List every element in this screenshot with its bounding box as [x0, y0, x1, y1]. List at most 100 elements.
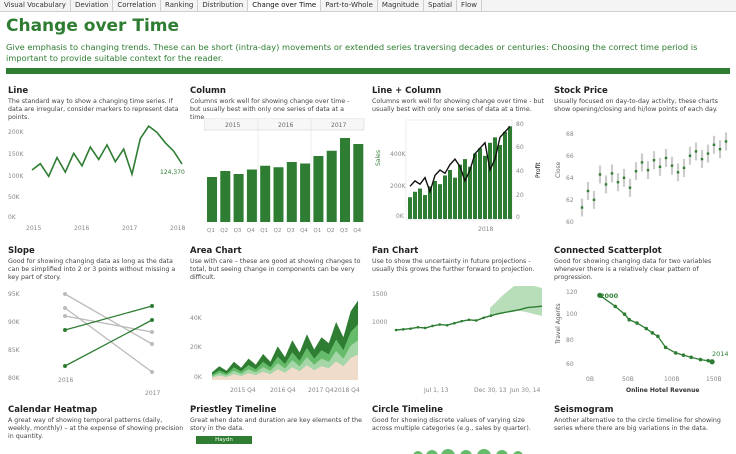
slope-chart: 95K 90K 85K 80K 2016 2017	[8, 291, 160, 397]
candle-close	[706, 152, 710, 155]
y-tick: 150K	[8, 151, 24, 158]
tab-spatial[interactable]: Spatial	[424, 0, 458, 11]
card-title: Fan Chart	[372, 246, 419, 256]
candle-close	[592, 198, 596, 201]
x-axis-label: Online Hotel Revenue	[626, 387, 699, 394]
connected-scatterplot: Travel Agents 120 100 80 60 2000 2014 0B…	[555, 289, 729, 394]
card-description: Use to show the uncertainty in future pr…	[372, 258, 535, 273]
tab-magnitude[interactable]: Magnitude	[378, 0, 424, 11]
end-value-label: 124,370	[160, 169, 185, 176]
scatter-point	[709, 359, 715, 365]
y-tick: 66	[566, 153, 574, 160]
slope-line	[64, 305, 153, 331]
tab-change-over-time[interactable]: Change over Time	[248, 0, 322, 11]
tab-deviation[interactable]: Deviation	[71, 0, 114, 11]
y-axis-label: Travel Agents	[555, 303, 562, 345]
right-tick: 20	[516, 192, 524, 199]
scatter-point	[644, 326, 649, 331]
y-tick: 50K	[8, 194, 21, 201]
year-label: 2016	[278, 122, 293, 129]
timeline-circle	[513, 451, 523, 454]
year-label: 2017	[331, 122, 346, 129]
quarter-label: Q4	[353, 228, 361, 234]
tab-correlation[interactable]: Correlation	[113, 0, 162, 11]
y-tick: 120	[566, 289, 578, 296]
column-bar	[246, 169, 257, 222]
card-description: Columns work well for showing change ove…	[190, 98, 350, 121]
card-title: Line	[8, 86, 29, 96]
column-bar	[207, 177, 217, 222]
tab-ranking[interactable]: Ranking	[161, 0, 199, 11]
right-tick: 80	[516, 121, 524, 128]
sales-bar	[443, 175, 447, 219]
card-description: Another alternative to the circle timeli…	[554, 417, 721, 432]
card-title: Stock Price	[554, 86, 608, 96]
scatter-point	[689, 355, 693, 360]
x-tick: 2017 Q4	[308, 387, 334, 394]
card-description: Good for showing changing data for two v…	[554, 258, 712, 281]
scatter-point	[663, 345, 668, 350]
tab-flow[interactable]: Flow	[457, 0, 483, 11]
x-tick: 150B	[706, 376, 722, 383]
candle-close	[622, 176, 626, 179]
column-bar	[340, 138, 350, 222]
line-column-chart: Sales 400K 200K 0K 80 60 40 20 0 Profit …	[375, 119, 542, 233]
column-bar	[233, 174, 244, 222]
fan-point	[394, 328, 398, 332]
candle-close	[616, 181, 620, 184]
tab-visual-vocabulary[interactable]: Visual Vocabulary	[0, 0, 71, 11]
card-title: Circle Timeline	[372, 405, 443, 415]
card-circle-timeline: Circle Timeline Good for showing discret…	[372, 405, 546, 433]
candle-close	[670, 164, 674, 167]
y-tick: 0K	[396, 213, 405, 220]
sales-bar	[483, 155, 487, 219]
year-header	[204, 118, 365, 131]
y-tick: 1500	[372, 291, 387, 298]
card-title: Column	[190, 86, 226, 96]
card-title: Line + Column	[372, 86, 442, 96]
timeline-circle	[426, 450, 438, 454]
profit-line	[409, 125, 511, 195]
card-description: Usually focused on day-to-day activity, …	[554, 98, 718, 113]
quarter-label: Q3	[234, 228, 242, 234]
tab-part-to-whole[interactable]: Part-to-Whole	[321, 0, 378, 11]
y-tick: 200K	[8, 129, 24, 136]
fan-point	[416, 325, 420, 329]
candle-close	[688, 154, 692, 157]
quarter-label: Q1	[207, 228, 215, 234]
timeline-bar: Haydn	[196, 436, 252, 444]
y-tick: 68	[566, 131, 574, 138]
sales-bar	[408, 197, 412, 219]
card-fan-chart: Fan Chart Use to show the uncertainty in…	[372, 246, 546, 274]
x-tick: 2016	[74, 225, 89, 232]
right-tick: 60	[516, 144, 524, 151]
y-tick: 100	[566, 311, 578, 318]
card-title: Seismogram	[554, 405, 614, 415]
slope-point	[150, 304, 154, 308]
y-tick: 60	[566, 219, 574, 226]
candle-close	[658, 165, 662, 168]
scatter-point	[627, 317, 631, 322]
fan-point	[489, 314, 493, 318]
quarter-label: Q2	[327, 228, 335, 234]
card-title: Area Chart	[190, 246, 242, 256]
candle-close	[664, 156, 668, 160]
y-tick: 85K	[8, 347, 21, 354]
slope-line	[64, 319, 153, 367]
area-series	[212, 354, 358, 380]
candle-close	[580, 206, 584, 209]
fan-point	[460, 319, 463, 323]
x-tick: 2015 Q4	[230, 387, 256, 394]
fan-point	[475, 319, 478, 322]
scatter-point	[698, 357, 703, 362]
card-line-column: Line + Column Columns work well for show…	[372, 86, 544, 114]
x-tick: Jul 1, 13	[423, 387, 449, 394]
sales-bar	[458, 164, 462, 219]
candle-close	[694, 150, 698, 153]
column-bar	[326, 150, 337, 222]
tab-distribution[interactable]: Distribution	[198, 0, 249, 11]
slope-point	[63, 292, 67, 296]
y-tick: 60	[566, 361, 574, 368]
fan-point	[409, 327, 412, 330]
column-bar	[286, 162, 297, 222]
